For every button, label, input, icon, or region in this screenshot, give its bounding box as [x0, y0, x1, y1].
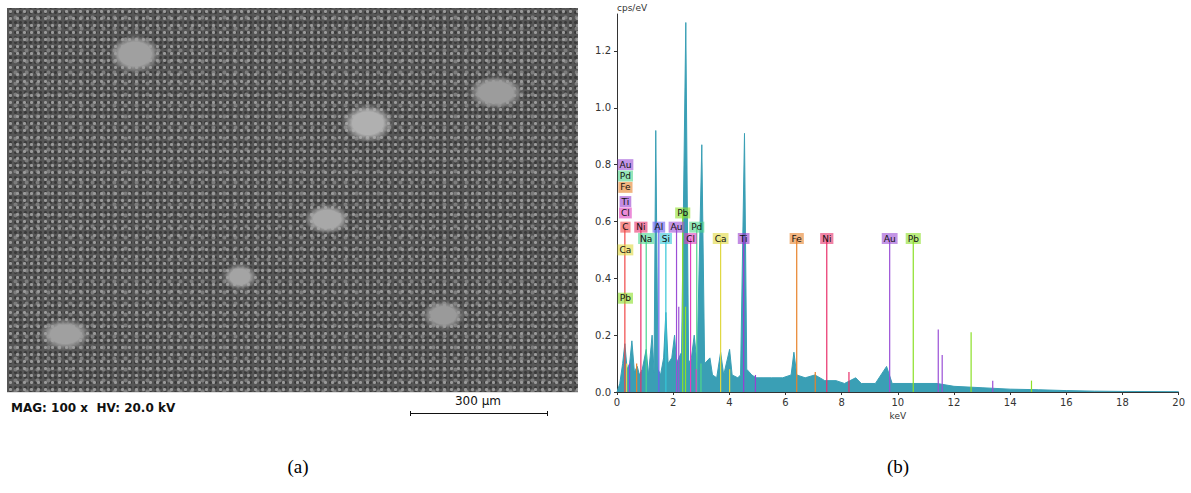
svg-text:16: 16 — [1060, 397, 1073, 408]
svg-text:20: 20 — [1172, 397, 1185, 408]
svg-text:Ni: Ni — [636, 222, 645, 232]
svg-text:0.8: 0.8 — [595, 159, 611, 170]
svg-text:Ti: Ti — [739, 234, 748, 244]
svg-text:8: 8 — [838, 397, 844, 408]
html-text:(a): (a) — [287, 456, 309, 477]
svg-text:0.4: 0.4 — [595, 273, 611, 284]
svg-text:Ti: Ti — [621, 197, 630, 207]
svg-text:2: 2 — [670, 397, 676, 408]
svg-text:C: C — [622, 222, 628, 232]
svg-text:Pd: Pd — [691, 222, 702, 232]
svg-text:0.6: 0.6 — [595, 216, 611, 227]
svg-text:Ni: Ni — [822, 234, 831, 244]
svg-text:Cl: Cl — [686, 234, 695, 244]
svg-text:Na: Na — [640, 234, 652, 244]
svg-text:Au: Au — [619, 160, 631, 170]
html-text:MAG: 100 x HV: 20.0 kV: MAG: 100 x HV: 20.0 kV — [11, 401, 176, 415]
html-text:300 µm: 300 µm — [455, 394, 501, 408]
svg-text:0: 0 — [614, 397, 620, 408]
svg-text:cps/eV: cps/eV — [617, 3, 648, 13]
svg-text:Au: Au — [671, 222, 683, 232]
svg-text:Cl: Cl — [621, 208, 630, 218]
svg-text:Pb: Pb — [677, 208, 688, 218]
svg-text:Pb: Pb — [908, 234, 919, 244]
svg-text:Ca: Ca — [715, 234, 727, 244]
svg-text:Au: Au — [884, 234, 896, 244]
html-text:(b): (b) — [886, 456, 910, 477]
svg-text:4: 4 — [726, 397, 732, 408]
svg-text:Pd: Pd — [620, 171, 631, 181]
svg-text:6: 6 — [782, 397, 788, 408]
svg-text:keV: keV — [890, 411, 907, 421]
svg-text:0.2: 0.2 — [595, 330, 611, 341]
svg-text:Fe: Fe — [620, 182, 631, 192]
svg-text:Pb: Pb — [620, 293, 631, 303]
svg-text:Fe: Fe — [792, 234, 803, 244]
svg-text:10: 10 — [891, 397, 904, 408]
svg-text:18: 18 — [1116, 397, 1129, 408]
svg-text:Al: Al — [655, 222, 664, 232]
svg-text:Ca: Ca — [620, 245, 632, 255]
svg-text:0.0: 0.0 — [595, 387, 611, 398]
svg-text:Si: Si — [662, 234, 670, 244]
svg-text:1.0: 1.0 — [595, 102, 611, 113]
svg-text:1.2: 1.2 — [595, 45, 611, 56]
svg-text:14: 14 — [1004, 397, 1017, 408]
svg-text:12: 12 — [948, 397, 961, 408]
